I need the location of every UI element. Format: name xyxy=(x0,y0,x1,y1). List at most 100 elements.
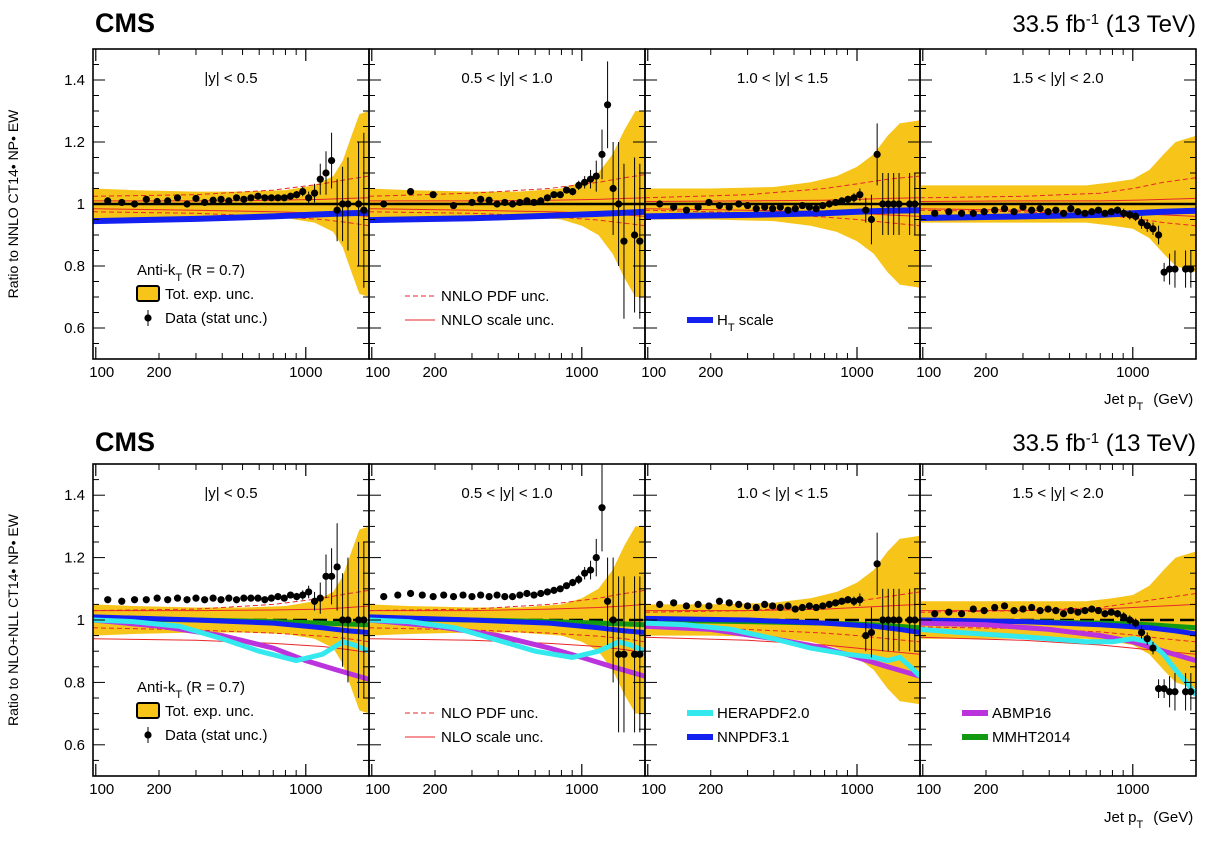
cms-label: CMS xyxy=(95,8,155,38)
data-point xyxy=(873,150,881,158)
data-point xyxy=(586,566,595,574)
cms-label: CMS xyxy=(95,427,155,457)
data-point xyxy=(1113,610,1122,618)
data-point xyxy=(1044,605,1052,613)
data-point xyxy=(850,194,858,202)
x-axis-label-sub: T xyxy=(1137,401,1144,413)
y-tick-label: 1.2 xyxy=(64,550,85,567)
data-point xyxy=(118,198,126,207)
data-point xyxy=(694,600,702,609)
pdf-unc-down-line xyxy=(369,211,645,227)
data-point xyxy=(192,194,200,203)
data-point xyxy=(1028,206,1036,214)
chart-row-2: CMS 33.5 fb-1 (13 TeV) Ratio to NLO+NLL CT… xyxy=(5,427,1197,831)
data-point xyxy=(805,602,813,610)
data-point xyxy=(969,605,977,613)
legend-panel-4: ABMP16 MMHT2014 xyxy=(962,705,1070,746)
x-axis-label-sub: T xyxy=(1137,819,1144,831)
rapidity-bin-label: 1.0 < |y| < 1.5 xyxy=(737,485,828,502)
data-point xyxy=(523,589,531,598)
data-point xyxy=(274,194,282,202)
data-point xyxy=(418,591,426,599)
data-point xyxy=(254,594,262,602)
data-point xyxy=(338,200,347,208)
data-point xyxy=(516,591,524,599)
x-tick-label: 1000 xyxy=(565,364,598,381)
data-point xyxy=(550,191,558,199)
data-point xyxy=(316,175,324,183)
lumi-value: 33.5 fb xyxy=(1012,11,1085,38)
data-point xyxy=(164,596,172,604)
x-axis-label: Jet pT (GeV) xyxy=(1104,809,1193,831)
data-point xyxy=(501,198,509,207)
rapidity-bin-label: 1.5 < |y| < 2.0 xyxy=(1012,485,1103,502)
data-point xyxy=(1160,685,1168,693)
data-point xyxy=(316,594,324,602)
x-tick-label: 100 xyxy=(365,781,390,798)
data-point xyxy=(338,616,347,624)
data-point xyxy=(468,198,476,207)
data-point xyxy=(537,197,545,205)
y-tick-label: 1 xyxy=(77,196,85,213)
data-point xyxy=(556,585,564,593)
data-point xyxy=(1101,610,1109,618)
x-tick-label: 100 xyxy=(916,781,941,798)
pdf-unc-up-line xyxy=(645,175,920,199)
x-axis-label: Jet pT (GeV) xyxy=(1104,391,1193,413)
pdf-unc-down-line xyxy=(645,626,920,643)
nnpdf31-curve xyxy=(93,614,369,635)
x-tick-label: 100 xyxy=(641,364,666,381)
data-point xyxy=(862,206,870,214)
lumi-label: 33.5 fb-1 (13 TeV) xyxy=(1012,430,1196,458)
data-point xyxy=(1171,265,1179,273)
data-point xyxy=(201,596,209,604)
data-point xyxy=(1126,616,1134,624)
data-point xyxy=(682,602,691,610)
legend-title-tail: (R = 0.7) xyxy=(182,262,245,279)
panel-2: 100 200 1000 0.5 < |y| < 1.0 xyxy=(365,48,646,381)
data-point xyxy=(819,201,827,210)
legend-panel-2: NNLO PDF unc. NNLO scale unc. xyxy=(405,288,554,329)
data-point xyxy=(735,600,743,609)
chart-row-1: CMS 33.5 fb-1 (13 TeV) Ratio to NNLO CT14•… xyxy=(5,8,1197,413)
data-point xyxy=(1010,607,1018,615)
data-point xyxy=(825,600,833,609)
data-point xyxy=(831,599,840,607)
data-point xyxy=(761,600,769,609)
data-point xyxy=(656,600,664,609)
data-point xyxy=(543,194,552,202)
data-point xyxy=(406,188,415,196)
data-point xyxy=(508,593,517,601)
data-point xyxy=(670,599,678,607)
data-point xyxy=(267,594,276,602)
panel-plot-area xyxy=(920,135,1196,288)
x-tick-label: 200 xyxy=(146,364,171,381)
data-point xyxy=(183,596,191,604)
data-point xyxy=(769,205,777,213)
data-point xyxy=(1120,209,1128,217)
x-tick-label: 100 xyxy=(916,364,941,381)
data-point xyxy=(360,206,368,214)
legend-label: NNPDF3.1 xyxy=(717,729,790,746)
data-point xyxy=(1137,219,1146,227)
data-point xyxy=(1019,203,1027,211)
rapidity-bin-label: 0.5 < |y| < 1.0 xyxy=(461,485,552,502)
x-tick-label: 200 xyxy=(698,364,723,381)
data-point xyxy=(769,602,777,610)
data-point xyxy=(725,203,733,211)
data-point xyxy=(725,599,733,607)
data-point xyxy=(805,203,813,211)
data-point xyxy=(1181,265,1190,273)
data-point xyxy=(850,597,858,605)
data-point xyxy=(776,203,784,211)
legend-label: NNLO scale unc. xyxy=(441,312,554,329)
data-point xyxy=(274,593,282,601)
data-point xyxy=(217,195,225,203)
data-point xyxy=(477,591,485,599)
data-point xyxy=(581,569,589,577)
data-point xyxy=(705,602,713,610)
y-axis-label: Ratio to NLO+NLL CT14• NP• EW xyxy=(5,513,21,726)
legend-title: Anti-kT (R = 0.7) xyxy=(137,262,245,284)
data-point xyxy=(620,650,628,658)
data-point xyxy=(173,194,182,202)
